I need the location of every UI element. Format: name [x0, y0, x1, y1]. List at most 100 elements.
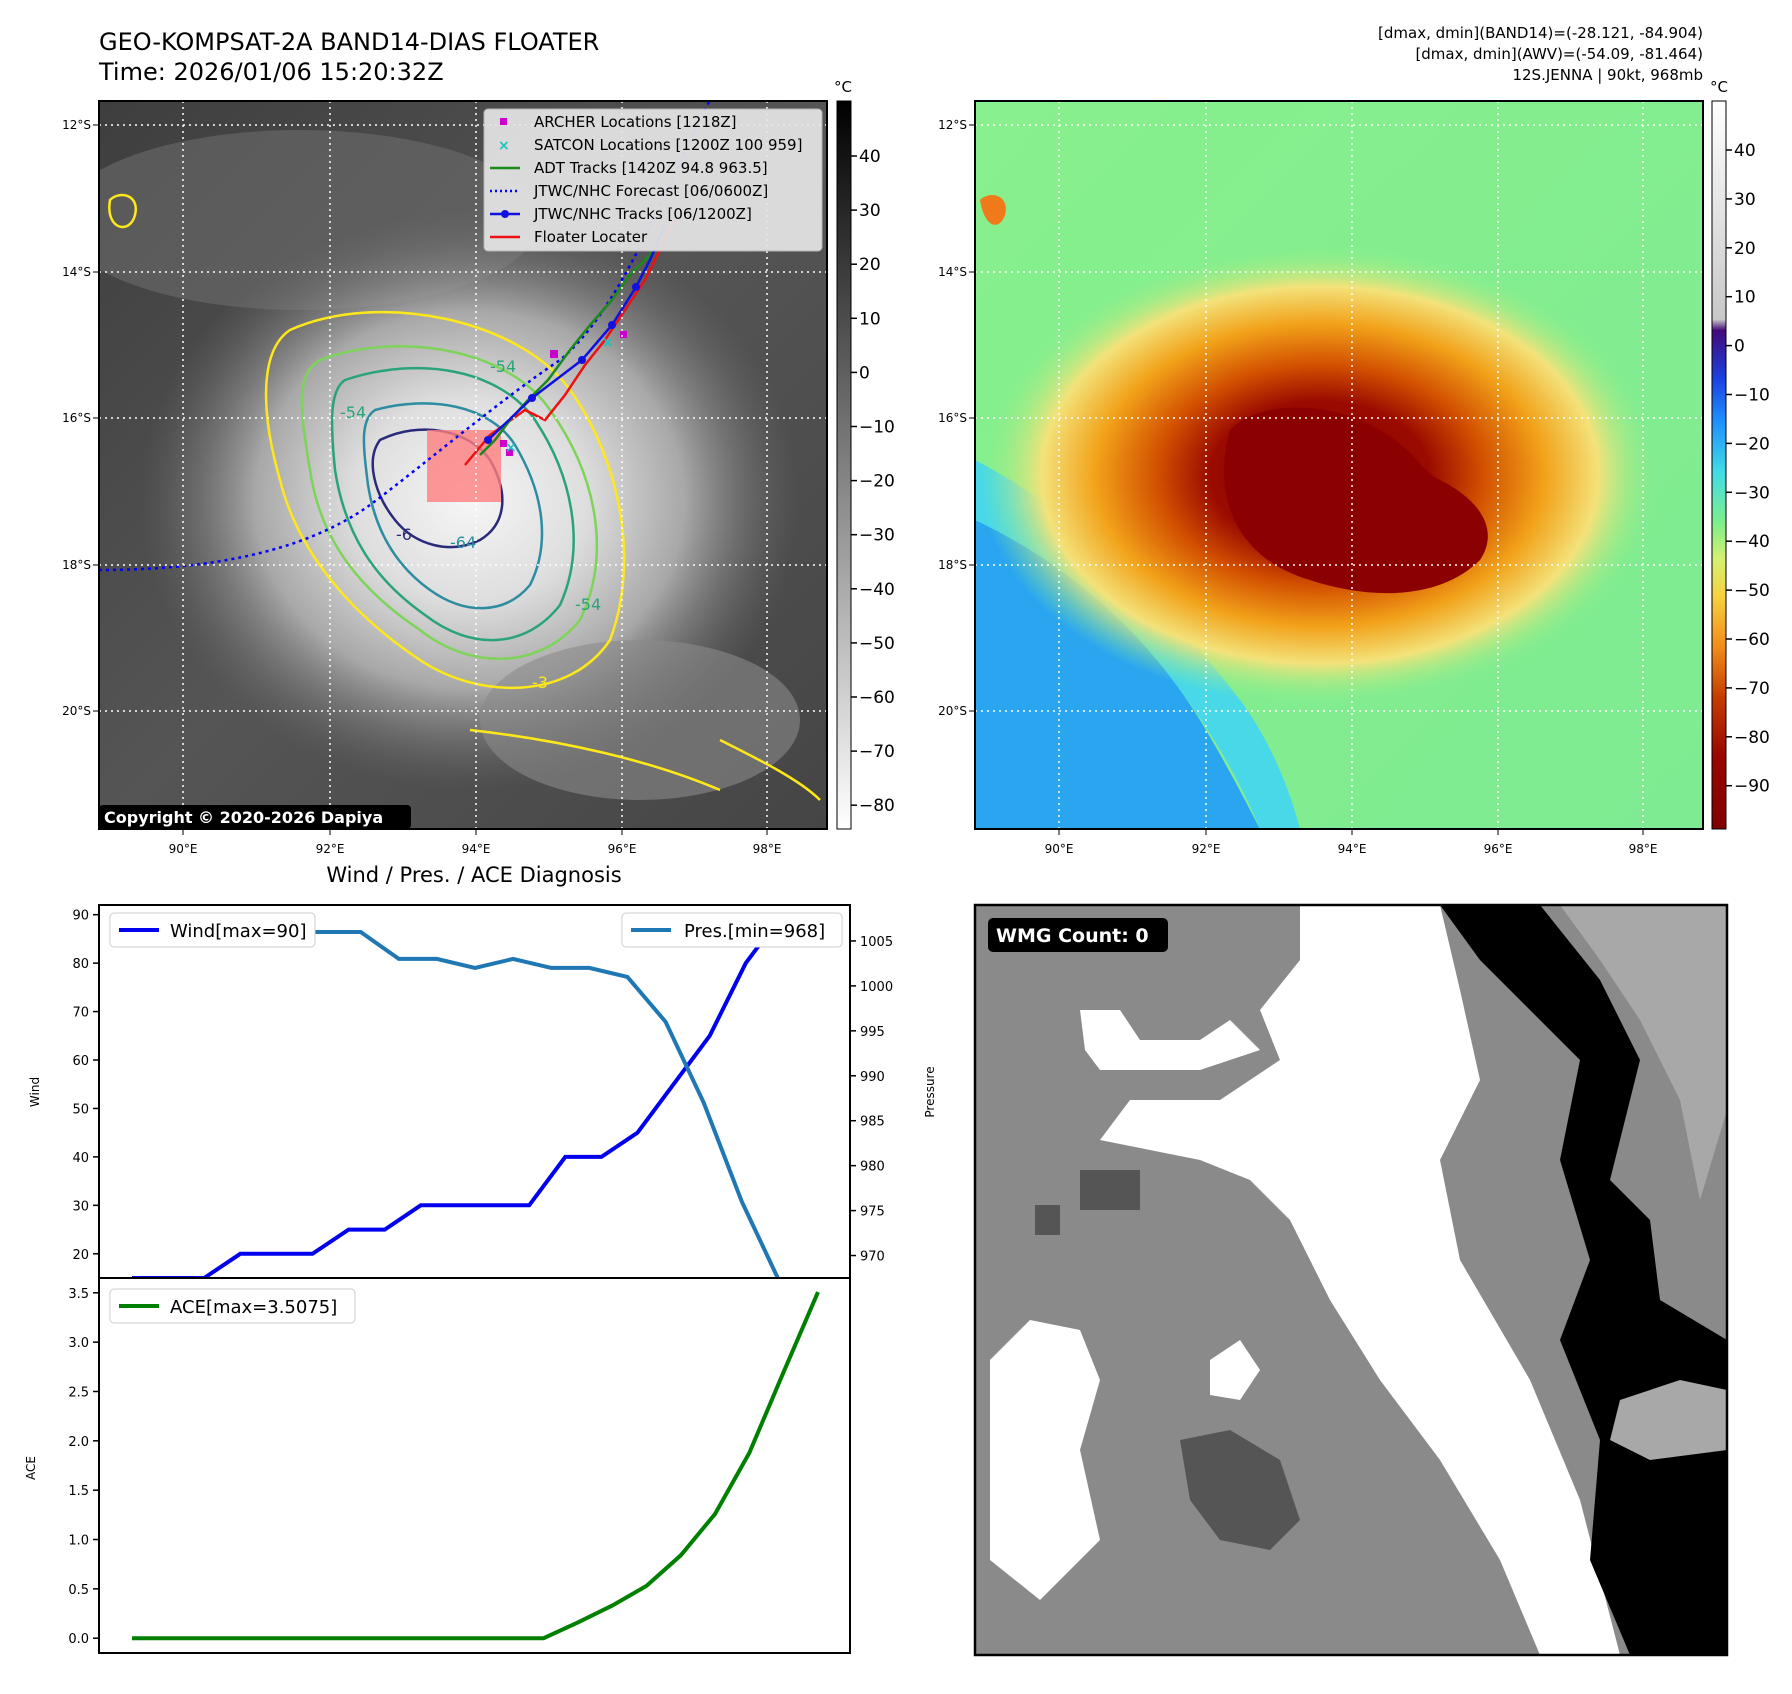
satcon-location: ×: [505, 440, 517, 456]
contour-yellow-island: [108, 193, 138, 229]
dias-colorbar-tick-label: 10: [1734, 288, 1756, 308]
ace-tick-label: 3.5: [68, 1287, 89, 1302]
wind-legend: [109, 912, 316, 948]
lat-tick-label: 18°S: [938, 558, 967, 572]
archer-location: [550, 350, 558, 358]
contour-yellow: [264, 310, 626, 690]
lon-tick-label: 94°E: [1338, 842, 1367, 856]
wmg-lightgray-region: [1560, 905, 1727, 1200]
lat-tick-label: 16°S: [938, 411, 967, 425]
jtwc-fix: [578, 356, 586, 364]
jtwc-fix: [632, 283, 640, 291]
ir-colorbar-tick-label: −10: [859, 418, 895, 438]
dias-colorbar-tick-label: 40: [1734, 141, 1756, 161]
ir-colorbar-tick-label: 30: [859, 201, 881, 221]
wind-tick-label: 40: [72, 1151, 89, 1166]
legend-label: JTWC/NHC Tracks [06/1200Z]: [533, 205, 752, 223]
ace-legend: [109, 1288, 356, 1324]
lon-tick-label: 94°E: [462, 842, 491, 856]
lat-tick-label: 20°S: [62, 704, 91, 718]
contour-blue-teal: [362, 402, 544, 610]
dias-colorbar-tick-label: −40: [1734, 532, 1770, 552]
lat-tick-label: 18°S: [62, 558, 91, 572]
pressure-tick-label: 980: [860, 1160, 885, 1175]
lon-tick-label: 92°E: [1192, 842, 1221, 856]
wmg-black-region: [1440, 905, 1727, 1655]
legend-label: ARCHER Locations [1218Z]: [534, 113, 737, 131]
legend-satcon-marker: ×: [498, 138, 510, 154]
diagnosis-title: Wind / Pres. / ACE Diagnosis: [326, 863, 621, 887]
contour-yellow-band-2: [469, 728, 721, 792]
ir-colorbar: °C 40 30 20 10 0 −10 −20 −30 −40 −50 −60 −70 −80: [834, 78, 895, 830]
ace-frame: [98, 1277, 851, 1654]
legend-archer-marker: [500, 118, 507, 125]
dias-colorbar-ramp: [1711, 100, 1727, 830]
dias-colorbar-tick-label: −70: [1734, 679, 1770, 699]
legend-label: Floater Locater: [534, 228, 648, 246]
ace-tick-label: 1.0: [68, 1534, 89, 1549]
pressure-axis-label: Pressure: [923, 1066, 937, 1117]
title-line-1: GEO-KOMPSAT-2A BAND14-DIAS FLOATER: [99, 28, 599, 56]
wind-axis-label: Wind: [28, 1077, 42, 1107]
lat-tick-label: 12°S: [62, 118, 91, 132]
wind-tick-label: 20: [72, 1248, 89, 1263]
title-line-2: Time: 2026/01/06 15:20:32Z: [98, 58, 444, 86]
contour-teal: [330, 366, 575, 642]
contour-label: -54: [575, 595, 601, 614]
dias-map-frame: [974, 100, 1704, 830]
wind-tick-label: 60: [72, 1054, 89, 1069]
pressure-tick-label: 995: [860, 1025, 885, 1040]
dias-core: [1223, 407, 1488, 594]
ir-colorbar-ramp: [836, 100, 852, 830]
legend-label: ADT Tracks [1420Z 94.8 963.5]: [534, 159, 768, 177]
dias-colorbar-unit: °C: [1710, 78, 1728, 96]
archer-location: [500, 440, 507, 447]
pressure-tick-label: 1005: [860, 935, 893, 950]
archer-location: [506, 449, 513, 456]
wind-tick-label: 80: [72, 957, 89, 972]
contour-yellow-band: [719, 738, 821, 801]
jtwc-fix: [484, 436, 492, 444]
ir-colorbar-tick-label: −50: [859, 634, 895, 654]
wmg-frame: [973, 903, 1729, 1657]
satcon-location: ×: [602, 335, 614, 351]
ace-chart: ACE 3.5 3.0 2.5 2.0 1.5 1.0 0.5 0.0 ACE[max=3.5…: [24, 1277, 851, 1654]
ir-colorbar-tick-label: −60: [859, 688, 895, 708]
ace-tick-label: 0.5: [68, 1583, 89, 1598]
lon-tick-label: 98°E: [753, 842, 782, 856]
info-line-2: [dmax, dmin](AWV)=(-54.09, -81.464): [1415, 45, 1703, 63]
legend-box: [483, 108, 823, 252]
dias-colorbar-tick-label: −30: [1734, 483, 1770, 503]
forecast-track: [99, 101, 711, 572]
ir-legend: ARCHER Locations [1218Z] × SATCON Location…: [483, 108, 823, 252]
lon-tick-label: 96°E: [1484, 842, 1513, 856]
dias-colorbar-tick-label: 30: [1734, 190, 1756, 210]
contour-label: -6: [396, 525, 412, 544]
wind-series-line: [132, 912, 818, 1280]
legend-label: JTWC/NHC Forecast [06/0600Z]: [533, 182, 768, 200]
ir-colorbar-tick-label: 20: [859, 255, 881, 275]
wind-tick-label: 70: [72, 1006, 89, 1021]
ace-legend-label: ACE[max=3.5075]: [170, 1297, 337, 1318]
wmg-darkgray-patch: [1035, 1205, 1060, 1235]
ir-colorbar-tick-label: 10: [859, 309, 881, 329]
wmg-darkgray-patch: [1080, 1170, 1140, 1210]
wmg-count-label: WMG Count: 0: [996, 925, 1149, 947]
ace-tick-label: 0.0: [68, 1632, 89, 1647]
ir-map-frame: [98, 100, 828, 830]
wind-legend-label: Wind[max=90]: [170, 921, 307, 942]
archer-location: [620, 331, 627, 338]
ace-series-line: [132, 1291, 820, 1641]
pressure-legend-label: Pres.[min=968]: [684, 921, 825, 942]
ir-colorbar-tick-label: −30: [859, 526, 895, 546]
pressure-tick-label: 970: [860, 1250, 885, 1265]
wind-tick-label: 30: [72, 1199, 89, 1214]
pressure-legend: [621, 912, 843, 948]
info-line-1: [dmax, dmin](BAND14)=(-28.121, -84.904): [1378, 24, 1703, 42]
dias-map-panel: [974, 100, 1704, 830]
dias-colorbar-tick-label: −80: [1734, 728, 1770, 748]
ir-colorbar-tick-label: −80: [859, 796, 895, 816]
adt-track: [479, 229, 667, 456]
ace-axis-label: ACE: [24, 1456, 38, 1480]
ir-colorbar-tick-label: −20: [859, 472, 895, 492]
